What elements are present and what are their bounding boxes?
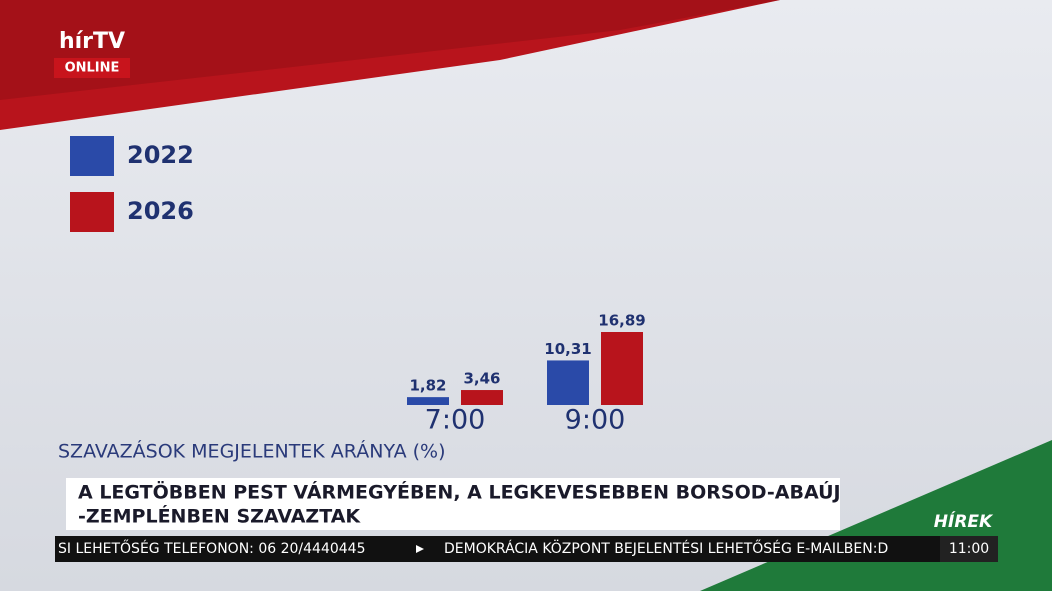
ticker-text: DEMOKRÁCIA KÖZPONT BEJELENTÉSI LEHETŐSÉG… (444, 539, 888, 557)
clock-box (940, 536, 998, 562)
logo-brand: hírTV (59, 29, 125, 54)
ticker-label: HÍREK (934, 510, 994, 532)
x-tick-label: 7:00 (425, 405, 486, 436)
bar (547, 360, 589, 405)
legend-swatch (70, 136, 114, 176)
value-label: 1,82 (409, 377, 446, 395)
flag-red-shade (0, 0, 780, 100)
bar (461, 390, 503, 405)
ticker-bar (55, 536, 940, 562)
chart-title: SZAVAZÁSOK MEGJELENTEK ARÁNYA (%) (58, 440, 446, 463)
legend-label: 2022 (127, 141, 194, 169)
bar (407, 397, 449, 405)
clock: 11:00 (949, 541, 989, 557)
value-label: 3,46 (463, 370, 500, 388)
logo-box (54, 58, 130, 78)
value-label: 16,89 (598, 312, 645, 330)
legend-swatch (70, 192, 114, 232)
value-label: 10,31 (544, 340, 591, 358)
headline-line: A LEGTÖBBEN PEST VÁRMEGYÉBEN, A LEGKEVES… (78, 480, 841, 504)
x-tick-label: 9:00 (565, 405, 626, 436)
logo-sub: ONLINE (65, 61, 120, 76)
ticker-arrow (416, 545, 424, 553)
headline-box (66, 478, 840, 530)
legend-label: 2026 (127, 197, 194, 225)
bar (601, 332, 643, 405)
headline-line: -ZEMPLÉNBEN SZAVAZTAK (78, 505, 361, 528)
ticker-text: SI LEHETŐSÉG TELEFONON: 06 20/4440445 (58, 539, 365, 557)
